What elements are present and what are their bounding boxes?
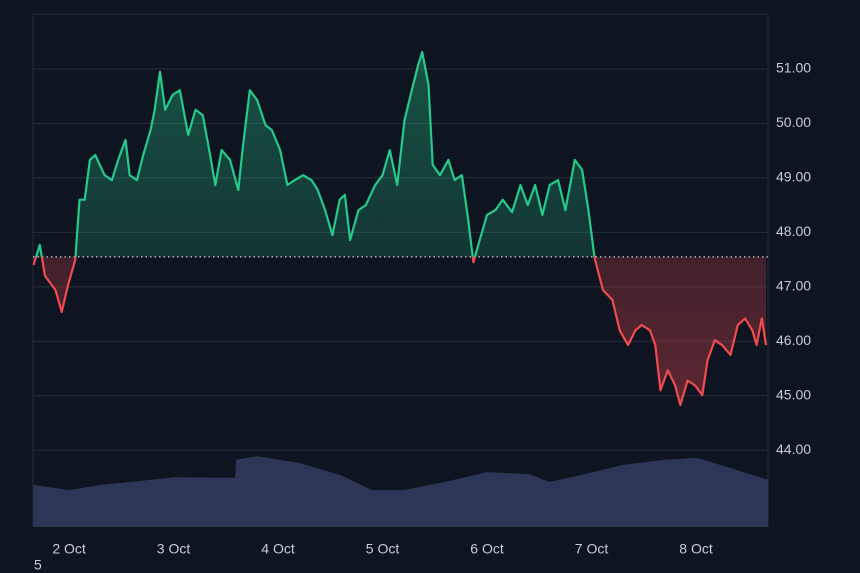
y-tick-label: 51.00 bbox=[776, 60, 811, 76]
volume-area bbox=[33, 456, 769, 527]
line-up bbox=[34, 51, 596, 257]
x-tick-label: 4 Oct bbox=[261, 541, 295, 557]
area-up bbox=[33, 52, 767, 257]
x-tick-label: 2 Oct bbox=[52, 541, 86, 557]
x-tick-label: 8 Oct bbox=[679, 541, 713, 557]
y-tick-label: 48.00 bbox=[776, 223, 811, 239]
area-down bbox=[33, 256, 767, 405]
x-tick-label: 7 Oct bbox=[575, 541, 609, 557]
x-tick-label: 3 Oct bbox=[157, 541, 191, 557]
y-tick-label: 45.00 bbox=[776, 386, 811, 402]
corner-text: 5 bbox=[34, 557, 42, 573]
y-tick-label: 50.00 bbox=[776, 114, 811, 130]
y-tick-label: 44.00 bbox=[776, 441, 811, 457]
y-tick-label: 49.00 bbox=[776, 169, 811, 185]
y-tick-label: 47.00 bbox=[776, 278, 811, 294]
line-down bbox=[32, 256, 768, 407]
y-tick-label: 46.00 bbox=[776, 332, 811, 348]
x-tick-label: 5 Oct bbox=[366, 541, 400, 557]
x-tick-label: 6 Oct bbox=[470, 541, 504, 557]
